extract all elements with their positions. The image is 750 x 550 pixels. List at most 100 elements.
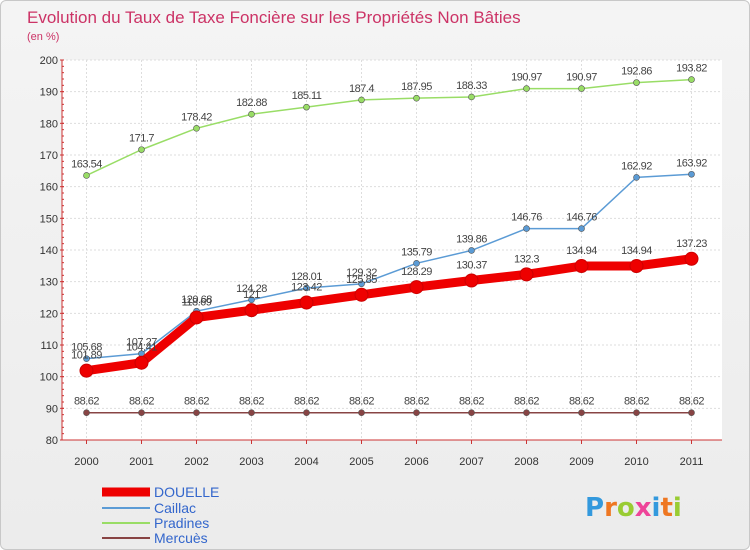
data-label: 123.42 <box>291 282 322 294</box>
data-label: 193.82 <box>676 63 707 75</box>
data-label: 88.62 <box>184 396 209 408</box>
data-point <box>358 280 365 288</box>
data-point <box>688 170 695 178</box>
y-tick-label: 150 <box>40 213 58 225</box>
data-label: 88.62 <box>514 396 539 408</box>
data-label: 88.62 <box>679 396 704 408</box>
data-label: 163.92 <box>676 157 707 169</box>
data-point <box>138 146 145 153</box>
data-point <box>468 409 475 417</box>
y-tick-label: 200 <box>40 55 58 67</box>
legend-label: Mercuès <box>154 530 208 546</box>
data-point <box>193 409 200 417</box>
data-point <box>464 273 479 288</box>
y-tick-label: 110 <box>40 340 58 352</box>
data-point <box>248 409 255 417</box>
data-label: 187.95 <box>401 81 432 93</box>
data-point <box>83 355 90 362</box>
data-label: 101.89 <box>71 350 102 362</box>
data-point <box>358 409 365 417</box>
data-label: 190.97 <box>566 72 597 84</box>
data-label: 128.29 <box>401 266 432 278</box>
data-point <box>409 280 424 295</box>
legend-label: DOUELLE <box>154 484 219 500</box>
data-point <box>83 172 90 179</box>
data-label: 88.62 <box>404 396 429 408</box>
y-tick-label: 190 <box>40 87 58 99</box>
data-point <box>193 125 200 132</box>
data-point <box>303 409 310 417</box>
data-point <box>244 303 259 318</box>
data-label: 105.68 <box>71 342 102 354</box>
data-label: 134.94 <box>566 245 597 257</box>
data-label: 162.92 <box>621 160 652 172</box>
chart-subtitle: (en %) <box>27 31 59 43</box>
y-tick-label: 170 <box>40 150 58 162</box>
data-label: 130.37 <box>456 259 487 271</box>
data-point <box>248 296 255 304</box>
data-label: 104.41 <box>126 342 157 354</box>
y-tick-label: 180 <box>40 118 58 130</box>
data-label: 88.62 <box>294 396 319 408</box>
x-tick-label: 2007 <box>459 456 483 468</box>
data-point <box>633 409 640 417</box>
data-label: 128.01 <box>291 271 322 283</box>
data-point <box>303 284 310 292</box>
data-point <box>523 85 530 92</box>
data-point <box>413 94 420 102</box>
legend-label: Pradines <box>154 515 209 531</box>
data-label: 88.62 <box>239 396 264 408</box>
x-tick-label: 2009 <box>569 456 593 468</box>
data-label: 187.4 <box>349 83 374 95</box>
y-tick-label: 120 <box>40 308 58 320</box>
data-point <box>574 259 589 274</box>
data-label: 88.62 <box>349 396 374 408</box>
data-point <box>413 409 420 417</box>
y-tick-label: 100 <box>40 372 58 384</box>
data-point <box>519 267 534 282</box>
series-line-douelle <box>82 254 696 376</box>
data-label: 132.3 <box>514 253 539 265</box>
data-point <box>79 363 94 378</box>
logo-text: Proxiti <box>585 493 682 523</box>
data-label: 178.42 <box>181 111 212 123</box>
data-label: 121 <box>243 289 260 301</box>
data-point <box>83 409 90 417</box>
data-point <box>684 251 699 266</box>
data-label: 134.94 <box>621 245 652 257</box>
x-tick-label: 2011 <box>680 456 704 468</box>
series-line-pradines <box>85 78 693 177</box>
data-label: 88.62 <box>569 396 594 408</box>
data-point <box>413 260 420 267</box>
data-label: 163.54 <box>71 158 102 170</box>
data-label: 88.62 <box>129 396 154 408</box>
data-point <box>578 409 585 417</box>
data-point <box>354 287 369 302</box>
x-tick-label: 2005 <box>349 456 373 468</box>
data-label: 88.62 <box>459 396 484 408</box>
data-label: 171.7 <box>129 133 154 145</box>
data-point <box>468 93 475 101</box>
data-label: 129.32 <box>346 267 377 279</box>
data-label: 88.62 <box>624 396 649 408</box>
data-label: 185.11 <box>292 90 322 102</box>
data-point <box>303 103 310 111</box>
data-label: 118.69 <box>182 296 212 308</box>
data-point <box>633 79 640 86</box>
series-line-caillac <box>85 173 693 360</box>
data-label: 146.76 <box>511 212 542 224</box>
data-point <box>189 310 204 325</box>
data-label: 192.86 <box>621 66 652 78</box>
data-point <box>688 409 695 417</box>
data-point <box>578 85 585 92</box>
x-tick-label: 2006 <box>404 456 428 468</box>
x-tick-label: 2004 <box>294 456 318 468</box>
x-tick-label: 2000 <box>74 456 98 468</box>
data-point <box>358 96 365 104</box>
y-tick-label: 140 <box>40 245 58 257</box>
data-point <box>633 174 640 181</box>
data-point <box>629 259 644 274</box>
data-label: 190.97 <box>511 72 542 84</box>
data-point <box>523 409 530 417</box>
